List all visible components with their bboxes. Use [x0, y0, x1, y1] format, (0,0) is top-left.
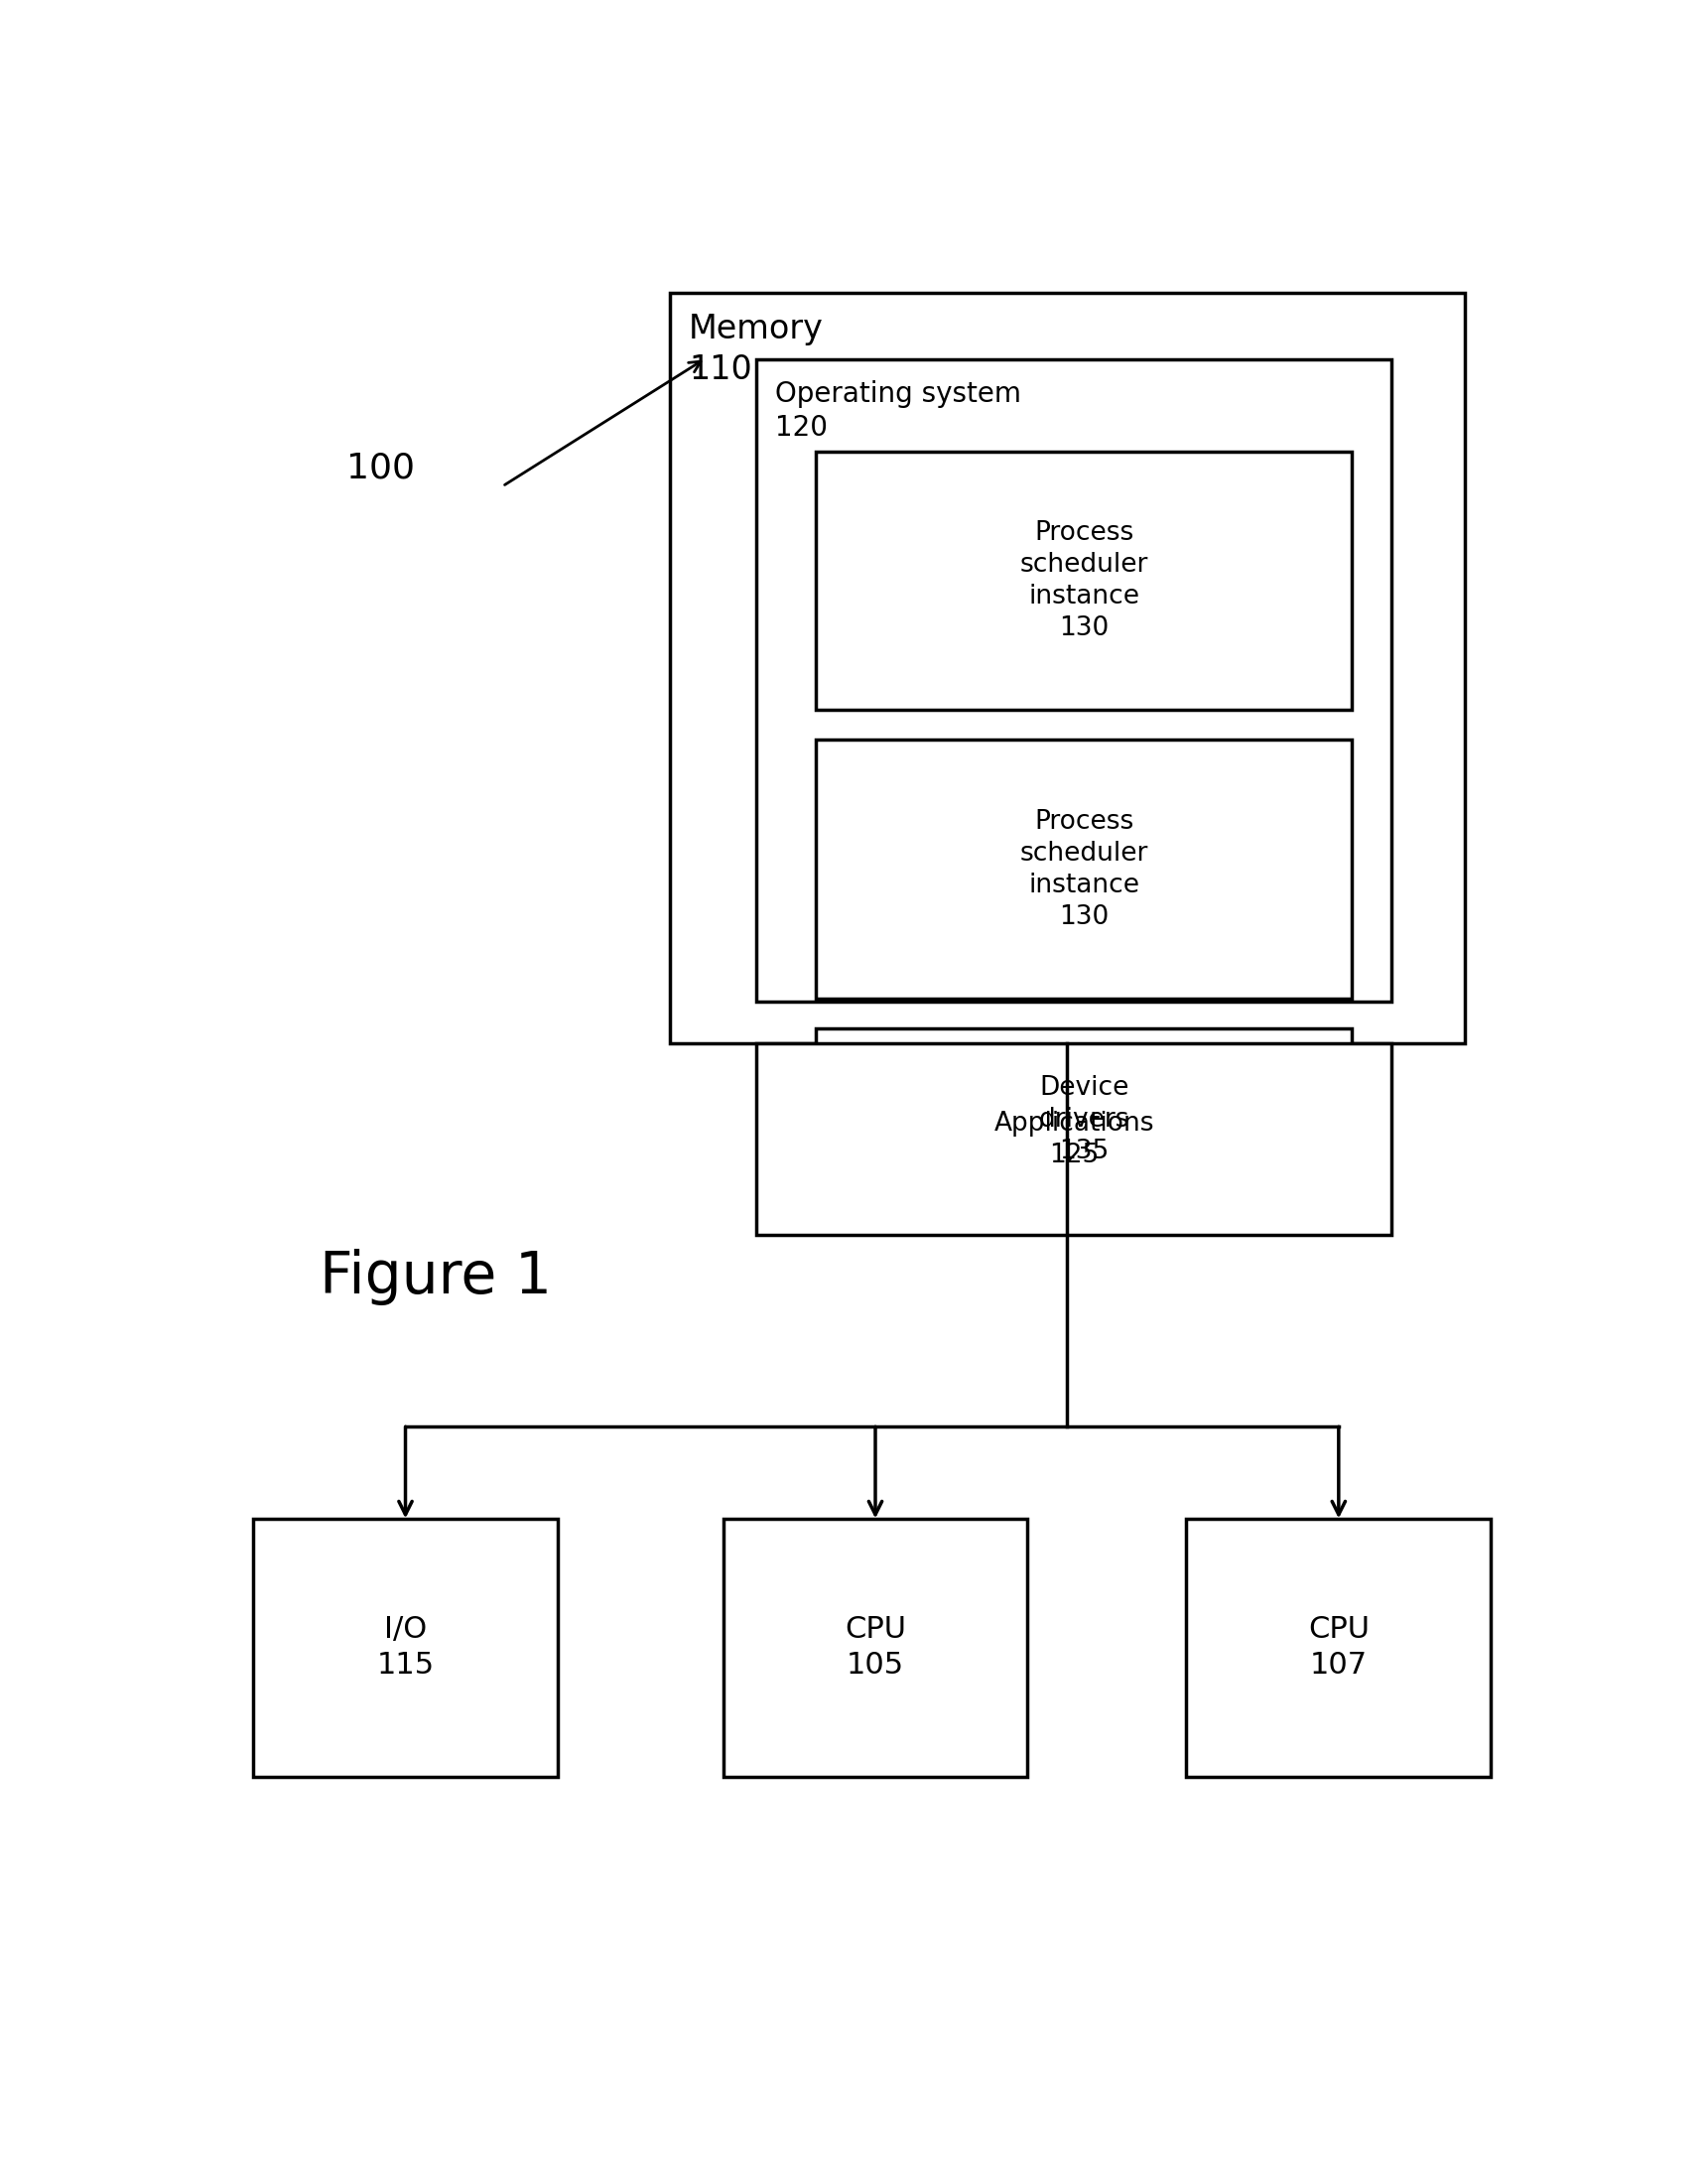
Text: Memory
110: Memory 110 — [688, 314, 823, 385]
Text: Process
scheduler
instance
130: Process scheduler instance 130 — [1020, 808, 1148, 929]
Bar — [816, 452, 1351, 710]
Bar — [253, 1518, 557, 1777]
Bar — [757, 1044, 1392, 1234]
Text: Operating system
120: Operating system 120 — [775, 379, 1021, 442]
Text: 100: 100 — [345, 450, 415, 485]
Text: CPU
107: CPU 107 — [1308, 1615, 1370, 1680]
Text: Figure 1: Figure 1 — [319, 1249, 552, 1305]
Bar — [816, 740, 1351, 998]
Text: Device
drivers
135: Device drivers 135 — [1038, 1076, 1129, 1165]
Bar — [816, 1028, 1351, 1212]
Bar — [722, 1518, 1028, 1777]
Text: Applications
125: Applications 125 — [994, 1111, 1155, 1167]
Bar — [1187, 1518, 1491, 1777]
Text: Process
scheduler
instance
130: Process scheduler instance 130 — [1020, 520, 1148, 641]
Text: CPU
105: CPU 105 — [844, 1615, 907, 1680]
Bar — [670, 292, 1464, 1044]
Text: I/O
115: I/O 115 — [376, 1615, 434, 1680]
Bar — [757, 359, 1392, 1002]
